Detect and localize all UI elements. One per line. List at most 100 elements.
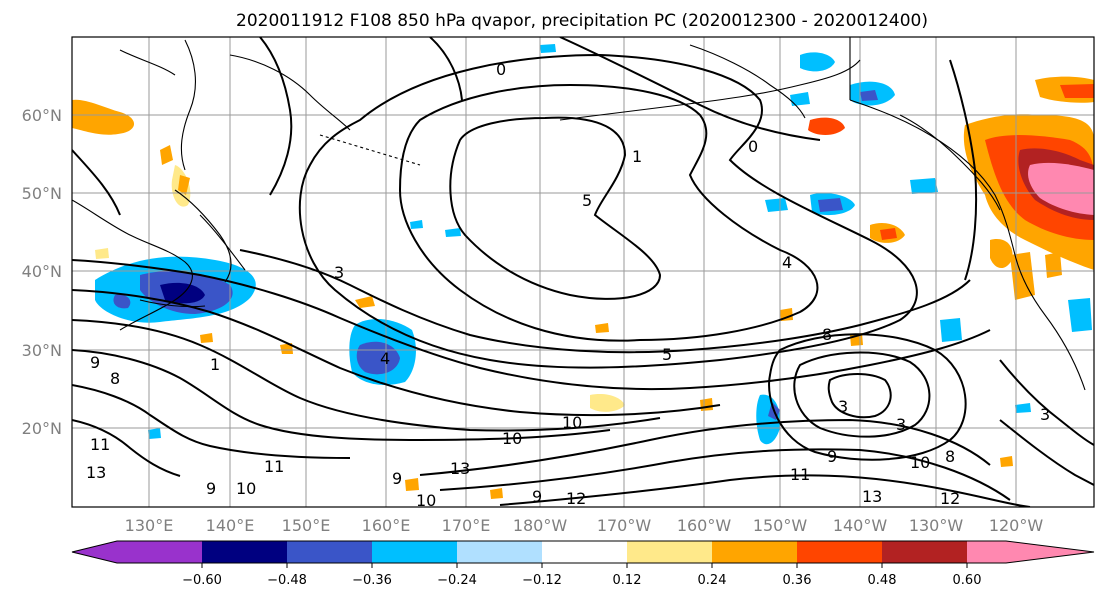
shade-positive xyxy=(72,99,135,135)
contour-label: 10 xyxy=(562,413,582,432)
colorbar-label: −0.60 xyxy=(182,573,222,588)
contour-label: 10 xyxy=(416,491,436,510)
asia-coastline xyxy=(174,189,232,283)
contour-label: 8 xyxy=(945,447,955,466)
shade-positive xyxy=(405,478,419,491)
shade-positive xyxy=(1060,84,1094,98)
plot-title: 2020011912 F108 850 hPa qvapor, precipit… xyxy=(236,11,928,31)
contour-line xyxy=(999,359,1094,446)
contour-line xyxy=(398,83,819,342)
colorbar-label: 0.36 xyxy=(783,573,812,588)
colorbar-label: −0.12 xyxy=(522,573,562,588)
asia-coastline xyxy=(119,49,176,76)
colorbar-label: −0.36 xyxy=(352,573,392,588)
shade-negative xyxy=(148,428,161,439)
lon-label: 140°E xyxy=(206,516,255,535)
shade-positive xyxy=(95,248,109,259)
contour-line xyxy=(559,37,821,141)
shade-negative xyxy=(800,52,835,72)
colorbar-label: −0.24 xyxy=(437,573,477,588)
gridlines xyxy=(72,37,1094,507)
contour-label: 3 xyxy=(334,263,344,282)
colorbar-label: −0.48 xyxy=(267,573,307,588)
contour-label: 8 xyxy=(822,325,832,344)
shade-positive xyxy=(200,333,213,343)
map-frame xyxy=(71,36,1095,508)
shade-negative xyxy=(160,282,205,304)
shade-negative xyxy=(410,220,423,229)
lon-label: 140°W xyxy=(833,516,888,535)
colorbar-bin xyxy=(287,541,372,563)
coastlines xyxy=(72,37,1086,391)
contour-label: 9 xyxy=(392,469,402,488)
contour-label: 12 xyxy=(566,489,586,508)
shade-positive xyxy=(1028,162,1094,215)
lon-label: 150°W xyxy=(753,516,808,535)
contour-label: 11 xyxy=(790,465,810,484)
asia-coastline xyxy=(229,54,351,131)
alaska-coastline xyxy=(689,44,806,119)
shade-negative xyxy=(765,198,788,212)
contour-labels: 0 1 0 3 4 5 3 4 8 5 9 8 10 10 11 9 9 8 1… xyxy=(86,60,1050,510)
contour-line xyxy=(72,259,991,391)
contour-label: 10 xyxy=(910,453,930,472)
lon-label: 160°E xyxy=(362,516,411,535)
contour-label: 10 xyxy=(502,429,522,448)
shade-negative xyxy=(445,228,461,237)
colorbar-bin xyxy=(372,541,457,563)
colorbar-bin xyxy=(627,541,712,563)
colorbar-bin xyxy=(117,541,202,563)
na-coastline xyxy=(849,99,1086,391)
shade-negative xyxy=(1068,298,1092,332)
map-panel: 0 1 0 3 4 5 3 4 8 5 9 8 10 10 11 9 9 8 1… xyxy=(71,36,1095,510)
shade-positive xyxy=(160,145,173,165)
lat-label: 40°N xyxy=(22,262,62,281)
shade-positive xyxy=(880,228,897,240)
colorbar-extend-high xyxy=(967,541,1094,563)
contour-label: 13 xyxy=(86,463,106,482)
contour-line xyxy=(499,474,1031,507)
contour-label: 11 xyxy=(90,435,110,454)
contour-line xyxy=(827,373,892,419)
contour-label: 9 xyxy=(532,487,542,506)
contour-label: 5 xyxy=(662,345,672,364)
shade-positive xyxy=(595,323,609,333)
contour-label: 9 xyxy=(206,479,216,498)
shade-positive xyxy=(178,175,190,195)
colorbar-label: 0.48 xyxy=(868,573,897,588)
japan-coastline xyxy=(199,214,246,271)
contour-line xyxy=(793,351,931,438)
na-coastline xyxy=(899,114,1001,211)
contour-label: 3 xyxy=(838,397,848,416)
colorbar-bin xyxy=(712,541,797,563)
lon-label: 160°W xyxy=(677,516,732,535)
contour-label: 4 xyxy=(380,349,390,368)
lon-label: 180°W xyxy=(513,516,568,535)
contour-label: 9 xyxy=(90,353,100,372)
contour-label: 12 xyxy=(940,489,960,508)
asia-coastline xyxy=(180,39,196,171)
shade-positive xyxy=(490,488,503,499)
lat-label: 50°N xyxy=(22,184,62,203)
contour-label: 1 xyxy=(210,355,220,374)
shade-positive xyxy=(808,117,845,135)
japan-coastline xyxy=(139,299,206,308)
contour-line xyxy=(298,53,918,369)
contour-line xyxy=(72,319,661,432)
colorbar-bin xyxy=(542,541,627,563)
qvapor-contours xyxy=(72,37,1094,507)
colorbar-bin xyxy=(457,541,542,563)
shade-positive xyxy=(1045,252,1062,278)
contour-line xyxy=(72,289,721,417)
lon-label: 130°W xyxy=(909,516,964,535)
shade-negative xyxy=(818,198,843,212)
latitude-axis: 60°N 50°N 40°N 30°N 20°N xyxy=(22,106,62,438)
longitude-axis: 130°E 140°E 150°E 160°E 170°E 180°W 170°… xyxy=(125,516,1044,535)
precipitation-shading xyxy=(72,44,1094,499)
colorbar-label: 0.24 xyxy=(698,573,727,588)
contour-label: 3 xyxy=(1040,405,1050,424)
shade-negative xyxy=(1015,403,1031,413)
contour-label: 13 xyxy=(862,487,882,506)
contour-line xyxy=(72,349,611,442)
